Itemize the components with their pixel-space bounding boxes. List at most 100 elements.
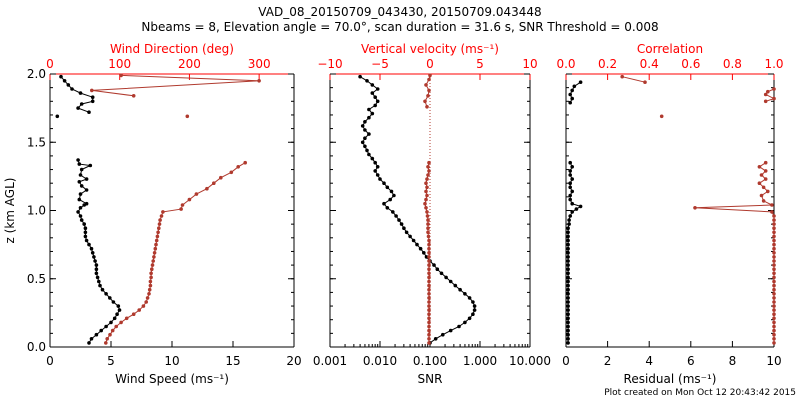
data-point xyxy=(370,83,375,87)
data-point xyxy=(427,296,431,300)
series-wind-direction-upper-line xyxy=(91,74,260,97)
data-point xyxy=(154,238,159,243)
data-point xyxy=(566,316,570,321)
top-axis-label: Correlation xyxy=(637,42,703,56)
data-point xyxy=(159,214,164,218)
data-point xyxy=(772,263,776,267)
data-point xyxy=(83,234,88,239)
data-point xyxy=(77,162,82,166)
series-wind-direction-upper xyxy=(90,73,261,98)
data-point xyxy=(772,341,776,345)
data-point xyxy=(83,226,88,230)
data-point xyxy=(426,234,431,239)
data-point xyxy=(373,160,378,165)
data-point xyxy=(566,251,570,255)
data-point xyxy=(84,201,89,206)
series-wind-speed-upper-line xyxy=(60,76,94,113)
data-point xyxy=(149,275,153,280)
bottom-axis-tick-label: 5 xyxy=(107,354,115,368)
data-point xyxy=(568,197,572,202)
data-point xyxy=(155,234,160,239)
data-point xyxy=(772,328,776,333)
data-point xyxy=(119,73,123,78)
data-point xyxy=(566,324,570,329)
data-point xyxy=(574,207,579,211)
series-snr-line xyxy=(359,76,476,344)
data-point xyxy=(109,320,113,325)
data-point xyxy=(426,222,430,226)
data-point xyxy=(766,189,770,194)
top-axis-tick-label: 0.8 xyxy=(723,57,742,71)
data-point xyxy=(370,91,375,95)
panel-left: 0 5 10 15 20 Wind Speed (ms⁻¹) 0 100 200 300 Wind … xyxy=(3,42,302,386)
data-point xyxy=(375,87,380,91)
data-point xyxy=(566,337,570,341)
data-point xyxy=(360,140,365,145)
data-point xyxy=(427,312,431,317)
data-point xyxy=(131,312,136,317)
data-point xyxy=(105,337,109,341)
data-point xyxy=(145,296,150,300)
data-point xyxy=(570,88,574,93)
data-point xyxy=(367,107,371,112)
data-point xyxy=(566,271,570,276)
data-point xyxy=(212,181,216,185)
data-point xyxy=(87,110,91,114)
data-point xyxy=(157,226,161,230)
series-correlation-line xyxy=(694,162,775,343)
data-point xyxy=(427,328,431,333)
data-point xyxy=(90,88,94,93)
data-point xyxy=(116,304,121,308)
y-axis-tick-label: 0.0 xyxy=(27,340,46,354)
data-point xyxy=(426,230,430,235)
series-residual-line xyxy=(567,162,582,343)
data-point xyxy=(152,251,157,255)
data-point xyxy=(108,296,112,300)
top-axis-tick-label: 0.0 xyxy=(556,57,575,71)
data-point xyxy=(131,94,136,98)
data-point xyxy=(427,320,431,325)
data-point xyxy=(370,111,375,116)
data-point xyxy=(770,203,774,207)
data-point xyxy=(570,210,574,214)
data-point xyxy=(84,238,89,243)
top-axis-label: Vertical velocity (ms⁻¹) xyxy=(361,42,499,56)
data-point xyxy=(567,222,571,226)
data-point xyxy=(365,148,369,153)
data-point xyxy=(620,74,624,79)
data-point xyxy=(427,304,431,308)
data-point xyxy=(84,188,89,192)
data-point xyxy=(424,83,428,87)
top-axis-tick-label: −10 xyxy=(317,57,342,71)
bottom-axis-tick-label: 0 xyxy=(562,354,570,368)
data-point xyxy=(759,173,764,177)
data-point xyxy=(425,185,429,190)
data-point xyxy=(568,214,572,218)
data-point xyxy=(115,312,119,317)
data-point xyxy=(89,337,94,341)
data-point xyxy=(578,80,583,84)
data-point xyxy=(94,332,99,337)
data-point xyxy=(425,177,429,181)
data-point xyxy=(422,251,426,255)
data-point xyxy=(95,275,100,280)
data-point xyxy=(79,184,84,188)
data-point xyxy=(229,170,234,175)
data-point xyxy=(82,222,86,226)
data-point xyxy=(427,279,431,284)
data-point xyxy=(375,165,380,169)
data-point xyxy=(367,152,371,157)
data-point xyxy=(150,263,155,267)
data-point xyxy=(566,246,570,251)
data-point xyxy=(566,312,570,317)
data-point xyxy=(411,238,416,243)
data-point xyxy=(458,287,462,292)
data-point xyxy=(363,144,367,149)
data-point xyxy=(772,320,776,325)
data-point xyxy=(257,79,261,83)
top-axis-tick-label: 300 xyxy=(248,57,271,71)
data-point xyxy=(110,328,115,333)
data-point xyxy=(693,206,697,210)
